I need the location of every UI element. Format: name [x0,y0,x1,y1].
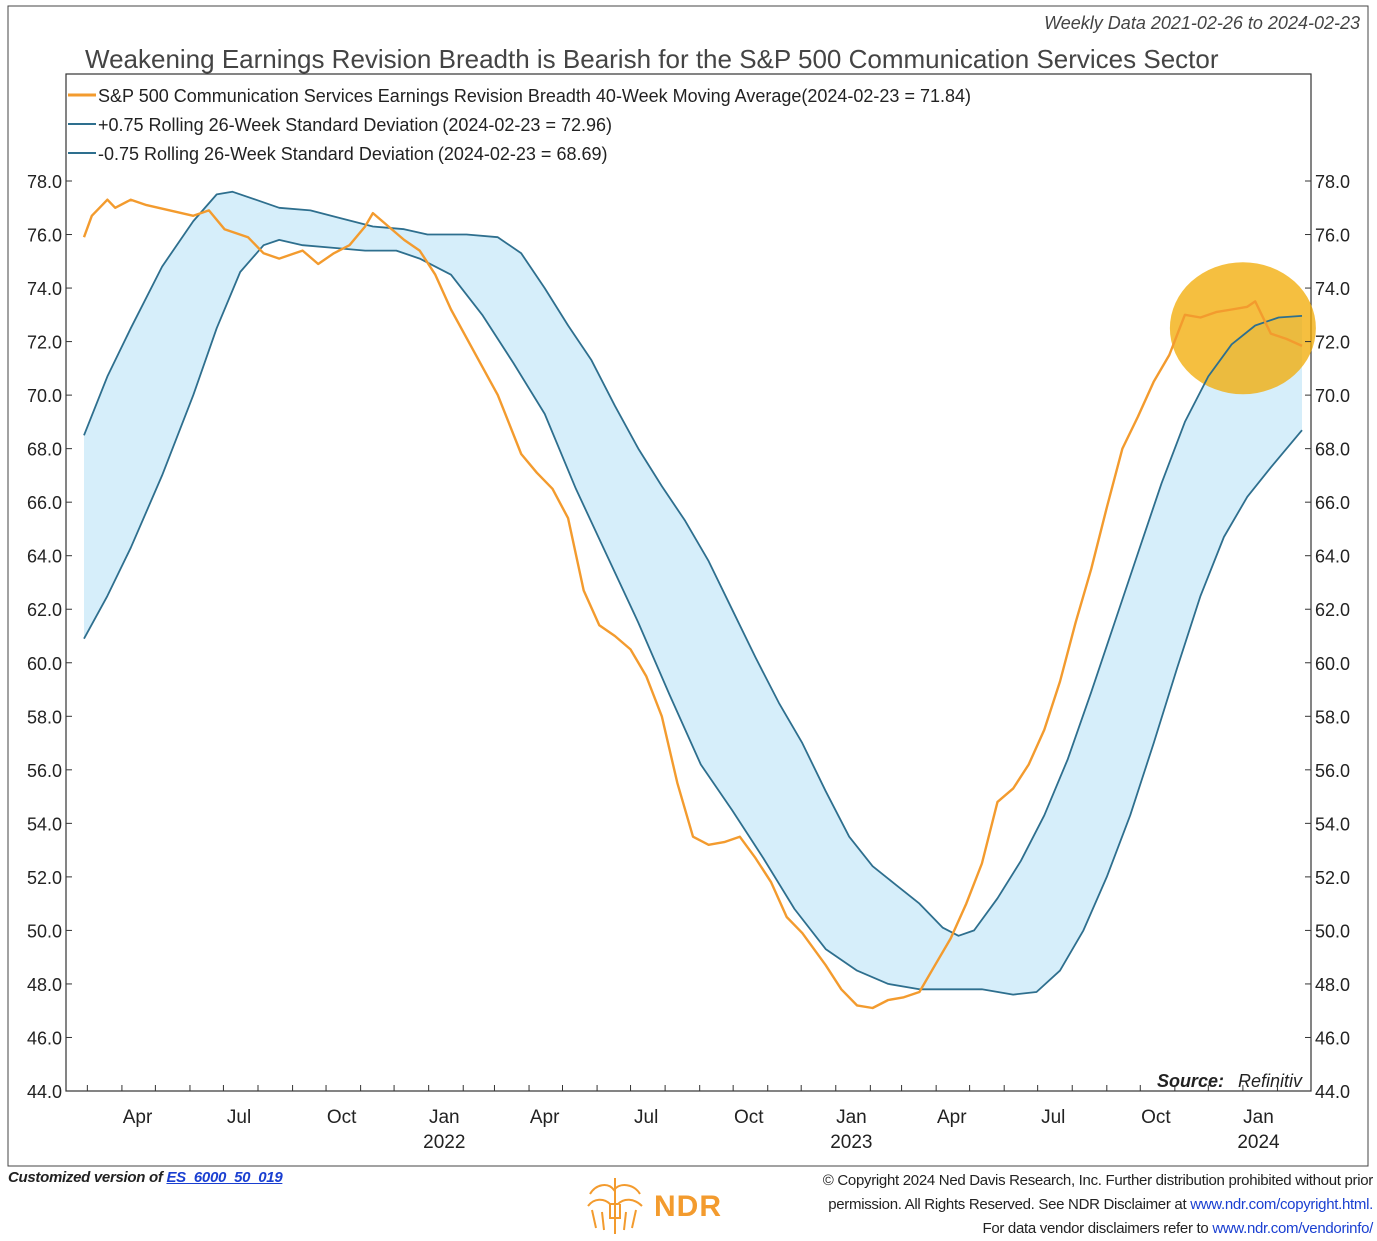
y-tick-label-right: 58.0 [1315,707,1350,727]
std-dev-band [84,191,1302,995]
y-tick-label-right: 60.0 [1315,654,1350,674]
y-tick-label-left: 46.0 [27,1028,62,1048]
x-year-label: 2023 [830,1132,872,1153]
y-tick-label-right: 74.0 [1315,279,1350,299]
svg-text:S&P 500 Communication Services: S&P 500 Communication Services Earnings … [98,86,971,106]
chart-title: Weakening Earnings Revision Breadth is B… [85,44,1219,74]
y-tick-label-right: 78.0 [1315,172,1350,192]
y-tick-label-left: 58.0 [27,707,62,727]
legend-value-upper-band: (2024-02-23 = 72.96) [442,115,612,135]
x-tick-label: Oct [1141,1107,1171,1128]
y-tick-label-left: 60.0 [27,654,62,674]
legend: S&P 500 Communication Services Earnings … [68,86,971,164]
legend-label-upper-band: +0.75 Rolling 26-Week Standard Deviation [98,115,438,135]
x-axis: Apr Jul Oct Jan 2022 Apr Jul Oct Jan 2023 Apr Jul Oc… [86,1085,1280,1153]
x-tick-label: Apr [530,1107,560,1128]
y-tick-label-right: 44.0 [1315,1082,1350,1102]
y-tick-label-left: 74.0 [27,279,62,299]
y-tick-label-left: 76.0 [27,226,62,246]
highlight-circle [1169,262,1316,395]
y-tick-label-right: 56.0 [1315,761,1350,781]
bull-bear-logo-icon [587,1178,643,1234]
y-tick-label-left: 72.0 [27,333,62,353]
copyright-line-3: For data vendor disclaimers refer to www… [748,1217,1373,1241]
y-tick-label-right: 50.0 [1315,921,1350,941]
series-lines [82,190,1303,1010]
legend-item-breadth: S&P 500 Communication Services Earnings … [68,86,971,106]
legend-item-lower-band: -0.75 Rolling 26-Week Standard Deviation… [68,144,607,164]
x-tick-label: Jan [836,1107,867,1128]
source-label: Source: [1157,1071,1224,1091]
series-line-upper-band [83,190,1303,937]
x-year-label: 2024 [1237,1132,1280,1153]
copyright-link[interactable]: www.ndr.com/copyright.html. [1190,1196,1373,1213]
customized-version-note: Customized version of ES_6000_50_019 [8,1169,283,1186]
x-tick-label: Oct [734,1107,764,1128]
copyright-notice: © Copyright 2024 Ned Davis Research, Inc… [748,1169,1374,1241]
y-tick-label-left: 68.0 [27,440,62,460]
series-line-lower-band [83,239,1303,996]
legend-label-lower-band: -0.75 Rolling 26-Week Standard Deviation [98,144,434,164]
y-tick-label-right: 72.0 [1315,333,1350,353]
y-tick-label-left: 50.0 [27,921,62,941]
y-tick-label-right: 66.0 [1315,493,1350,513]
series-line-breadth [82,198,1303,1010]
y-tick-label-left: 78.0 [27,172,62,192]
logo-text: NDR [654,1190,722,1223]
x-tick-label: Jul [634,1107,658,1128]
legend-value-lower-band: (2024-02-23 = 68.69) [438,144,608,164]
y-tick-label-left: 44.0 [27,1082,62,1102]
legend-label-breadth: S&P 500 Communication Services Earnings … [98,86,801,106]
customized-chart-link[interactable]: ES_6000_50_019 [166,1169,283,1186]
band-fill [84,191,1302,995]
x-tick-label: Jul [1041,1107,1065,1128]
y-tick-label-left: 56.0 [27,761,62,781]
copyright-line-1: © Copyright 2024 Ned Davis Research, Inc… [822,1172,1374,1189]
y-tick-label-left: 64.0 [27,547,62,567]
x-tick-label: Jan [1243,1107,1274,1128]
y-tick-label-left: 66.0 [27,493,62,513]
ndr-logo: NDR [582,1176,742,1236]
y-tick-label-left: 70.0 [27,386,62,406]
y-tick-label-right: 52.0 [1315,868,1350,888]
y-tick-label-left: 48.0 [27,975,62,995]
x-year-label: 2022 [423,1132,465,1153]
svg-text:+0.75 Rolling 26-Week Standard: +0.75 Rolling 26-Week Standard Deviation… [98,115,612,135]
y-axis-right: 78.0 76.0 74.0 72.0 70.0 68.0 66.0 64.0 62.0 60.0… [1305,172,1350,1102]
chart-subtitle: Weekly Data 2021-02-26 to 2024-02-23 [1044,13,1360,33]
x-tick-label: Apr [937,1107,967,1128]
plot-frame [65,73,1312,1092]
highlight-circle-layer [1169,262,1316,395]
y-tick-label-right: 46.0 [1315,1028,1350,1048]
x-tick-label: Oct [327,1107,357,1128]
x-tick-label: Apr [123,1107,153,1128]
copyright-line-3-text: For data vendor disclaimers refer to [982,1220,1209,1237]
y-tick-label-left: 54.0 [27,814,62,834]
source-value: Refinitiv [1238,1071,1303,1091]
y-tick-label-right: 64.0 [1315,547,1350,567]
copyright-line-2-text: permission. All Rights Reserved. See NDR… [828,1196,1187,1213]
y-tick-label-right: 62.0 [1315,600,1350,620]
legend-value-breadth: (2024-02-23 = 71.84) [801,86,971,106]
y-tick-label-right: 48.0 [1315,975,1350,995]
svg-text:-0.75 Rolling 26-Week Standard: -0.75 Rolling 26-Week Standard Deviation… [98,144,607,164]
x-tick-label: Jul [227,1107,251,1128]
y-tick-label-right: 68.0 [1315,440,1350,460]
legend-item-upper-band: +0.75 Rolling 26-Week Standard Deviation… [68,115,612,135]
y-tick-label-right: 76.0 [1315,226,1350,246]
y-tick-label-right: 54.0 [1315,814,1350,834]
customized-prefix: Customized version of [8,1169,163,1186]
copyright-line-2: permission. All Rights Reserved. See NDR… [748,1193,1373,1217]
svg-text:Source:Refinitiv: Source: Refinitiv [1157,1071,1303,1091]
y-axis-left: 78.0 76.0 74.0 72.0 70.0 68.0 66.0 64.0 62.0 60.0… [27,172,72,1102]
y-tick-label-left: 62.0 [27,600,62,620]
outer-frame [7,5,1369,1167]
y-tick-label-left: 52.0 [27,868,62,888]
vendorinfo-link[interactable]: www.ndr.com/vendorinfo/ [1212,1220,1373,1237]
x-tick-label: Jan [429,1107,460,1128]
y-tick-label-right: 70.0 [1315,386,1350,406]
